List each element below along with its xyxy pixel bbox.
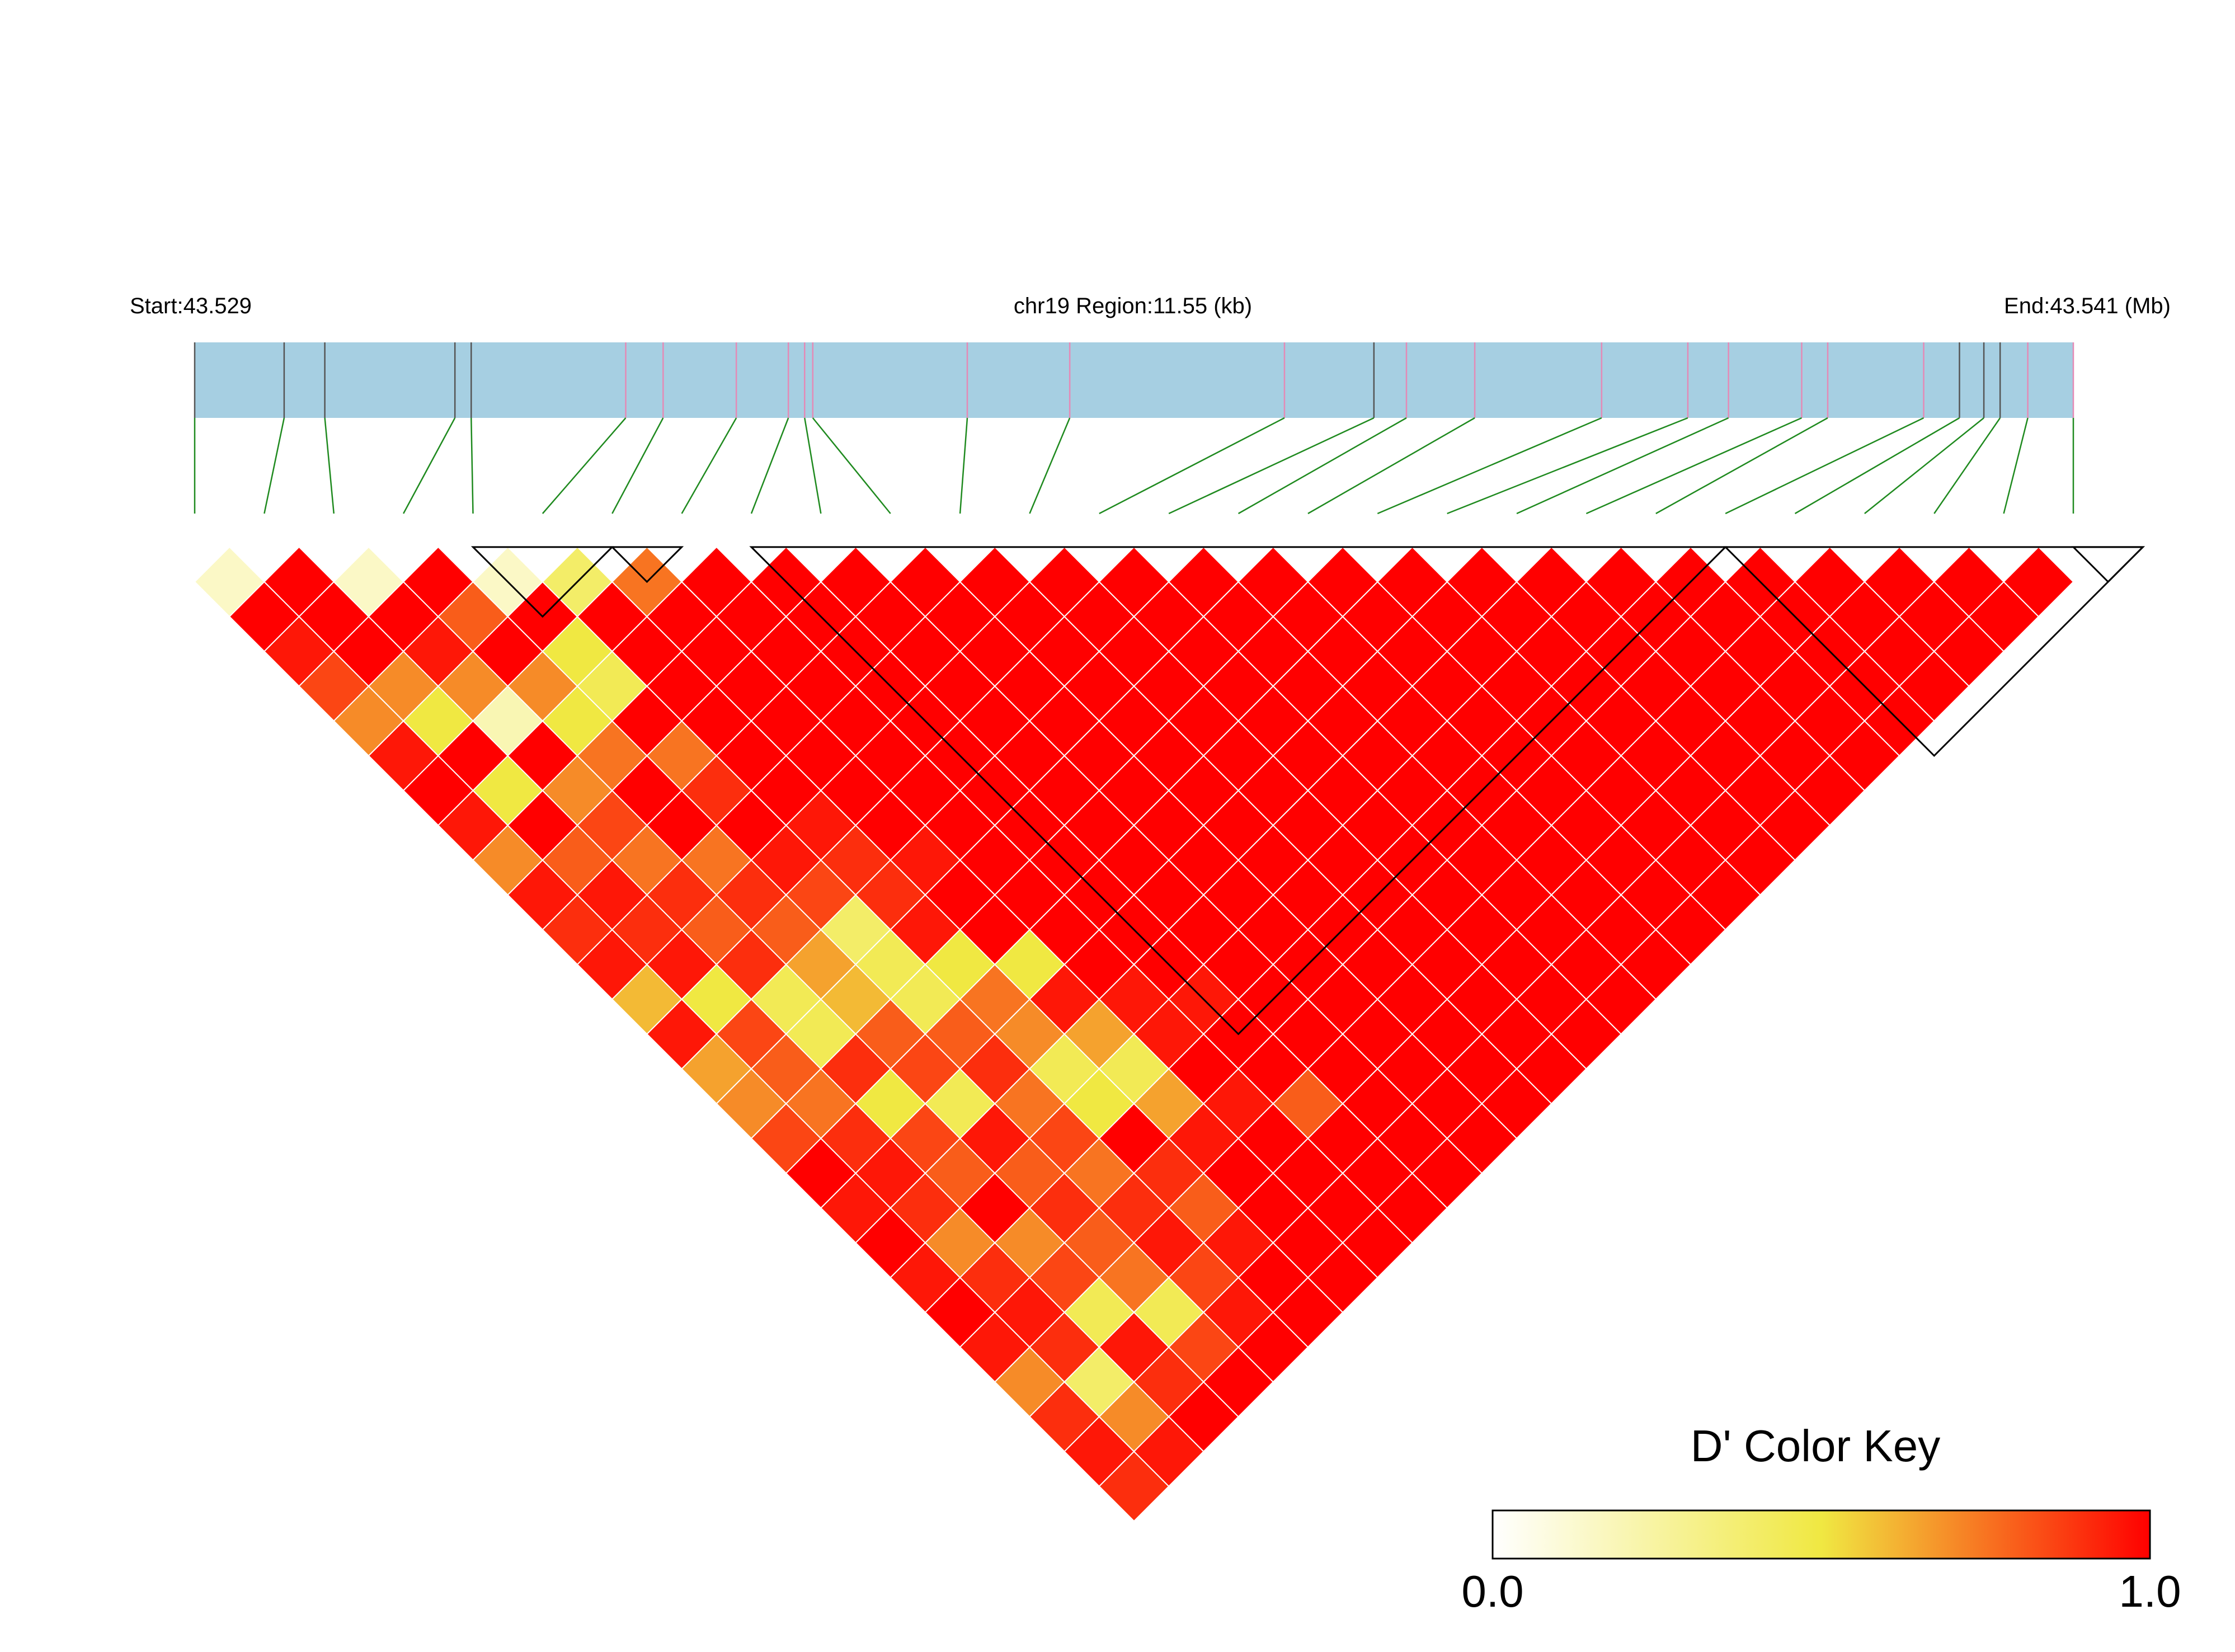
snp-connector bbox=[1099, 417, 1285, 515]
snp-connector bbox=[1933, 417, 2001, 514]
snp-connector bbox=[324, 417, 335, 514]
start-label: Start:43.529 bbox=[130, 294, 252, 318]
color-key-gradient-bar bbox=[1491, 1509, 2151, 1560]
snp-connector bbox=[1029, 417, 1071, 514]
snp-connector bbox=[1168, 417, 1375, 515]
ld-cell-group bbox=[194, 546, 2074, 1522]
snp-connector bbox=[542, 417, 627, 514]
haplotype-block-outline bbox=[1723, 546, 2145, 757]
snp-connector bbox=[611, 417, 664, 514]
color-key-max-label: 1.0 bbox=[2119, 1566, 2181, 1616]
snp-connector bbox=[470, 417, 474, 514]
region-label: chr19 Region:11.55 (kb) bbox=[1014, 294, 1252, 318]
snp-connector bbox=[1794, 417, 1960, 515]
haplotype-block-outline bbox=[470, 546, 614, 618]
snp-tick-group bbox=[194, 342, 2074, 418]
snp-connector bbox=[1585, 417, 1802, 515]
snp-connector bbox=[1864, 417, 1984, 514]
haplotype-block-group bbox=[470, 546, 2145, 1036]
ld-cell bbox=[2003, 546, 2074, 618]
snp-connector bbox=[1655, 417, 1828, 515]
snp-connector bbox=[1307, 417, 1475, 515]
snp-connector-group bbox=[194, 417, 2074, 515]
snp-connector bbox=[1516, 417, 1729, 515]
snp-connector bbox=[812, 417, 891, 514]
snp-connector bbox=[1447, 417, 1688, 515]
haplotype-block-outline bbox=[749, 546, 1728, 1036]
snp-connector bbox=[750, 417, 789, 514]
snp-connector bbox=[1238, 417, 1407, 515]
snp-connector bbox=[959, 417, 968, 514]
snp-connector bbox=[804, 417, 822, 514]
snp-connector bbox=[1725, 417, 1925, 515]
snp-connector bbox=[1377, 417, 1602, 515]
haplotype-block-outline bbox=[2071, 546, 2145, 583]
color-key-title: D' Color Key bbox=[1691, 1421, 1941, 1471]
snp-connector bbox=[403, 417, 456, 514]
snp-connector bbox=[681, 417, 737, 514]
haplotype-block-outline bbox=[610, 546, 684, 583]
snp-connector bbox=[264, 417, 285, 514]
chromosome-region-track bbox=[195, 342, 2073, 418]
snp-connector bbox=[2003, 417, 2029, 514]
end-label: End:43.541 (Mb) bbox=[2004, 294, 2171, 318]
color-key-min-label: 0.0 bbox=[1461, 1566, 1523, 1616]
